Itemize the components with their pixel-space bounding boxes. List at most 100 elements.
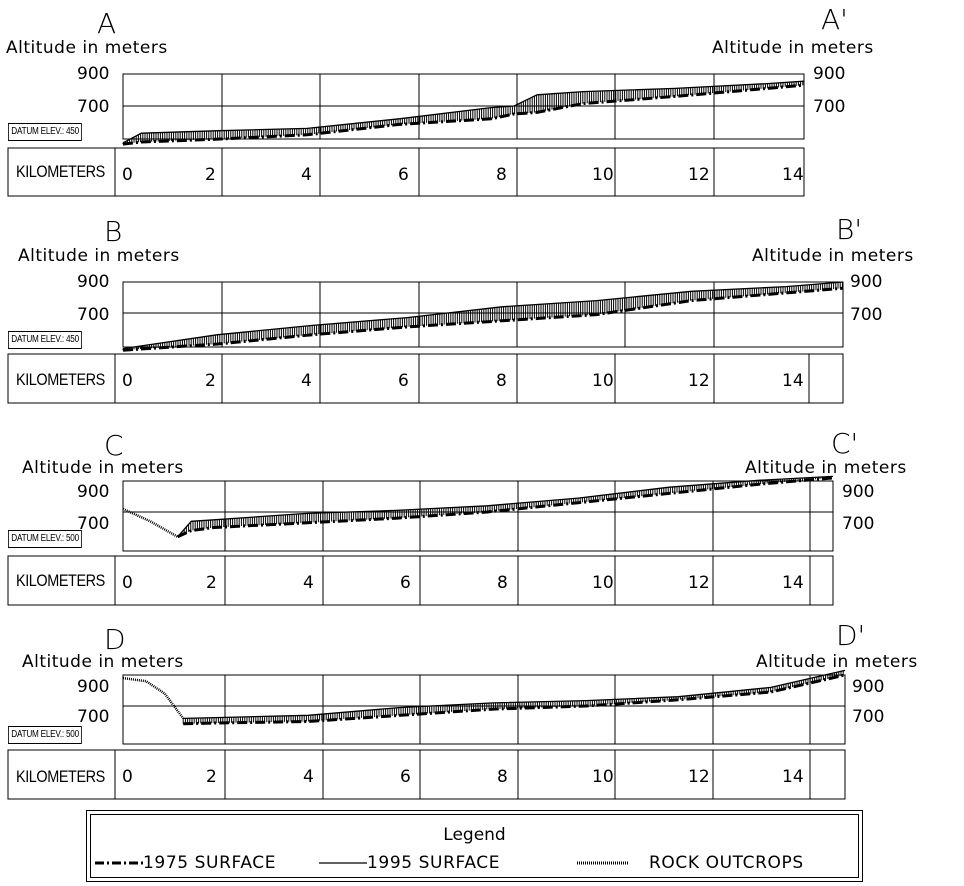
km-tick-label: 0 bbox=[122, 371, 133, 391]
km-tick-label: 14 bbox=[782, 371, 804, 391]
y-tick-right-900: 900 bbox=[842, 482, 875, 502]
km-tick-label: 4 bbox=[303, 573, 314, 593]
y-tick-right-700: 700 bbox=[813, 97, 846, 117]
profile-end-label: A' bbox=[821, 3, 848, 36]
profile-chart: 0 2 4 6 8 10 12 14 bbox=[7, 669, 846, 800]
profile-start-label: B bbox=[104, 215, 123, 248]
km-tick-label: 12 bbox=[688, 767, 710, 787]
profile-chart: 0 2 4 6 8 10 12 14 bbox=[7, 73, 805, 197]
km-tick-label: 12 bbox=[688, 573, 710, 593]
series-1995-surface bbox=[177, 475, 834, 538]
km-tick-label: 2 bbox=[206, 767, 217, 787]
y-tick-right-900: 900 bbox=[850, 272, 883, 292]
km-scale-bar bbox=[7, 749, 846, 800]
km-tick-label: 10 bbox=[592, 573, 614, 593]
legend-item-1995-surface: 1995 SURFACE bbox=[319, 851, 500, 875]
profile-start-label: A bbox=[97, 7, 117, 40]
km-tick-label: 4 bbox=[303, 767, 314, 787]
km-tick-label: 2 bbox=[206, 573, 217, 593]
legend-row: 1975 SURFACE 1995 SURFACE ROCK OUTCROPS bbox=[87, 851, 862, 875]
km-tick-label: 6 bbox=[398, 371, 409, 391]
series-rock-outcrops bbox=[122, 676, 185, 720]
legend-title: Legend bbox=[443, 825, 506, 845]
km-tick-label: 6 bbox=[400, 767, 411, 787]
left-axis-label: Altitude in meters bbox=[6, 38, 168, 58]
y-tick-right-700: 700 bbox=[852, 707, 885, 727]
profile-start-label: C bbox=[104, 429, 124, 462]
km-tick-label: 2 bbox=[205, 371, 216, 391]
y-tick-left-900: 900 bbox=[77, 272, 110, 292]
legend-item-rock-outcrops: ROCK OUTCROPS bbox=[577, 851, 804, 875]
km-axis-label: KILOMETERS bbox=[16, 370, 105, 389]
legend-label: 1995 SURFACE bbox=[367, 853, 501, 873]
km-axis-label: KILOMETERS bbox=[16, 162, 105, 181]
km-tick-label: 6 bbox=[398, 165, 409, 185]
series-1975-surface bbox=[122, 286, 844, 352]
datum-elevation-label: DATUM ELEV.: 500 bbox=[8, 530, 83, 548]
km-axis-label: KILOMETERS bbox=[16, 767, 105, 786]
left-axis-label: Altitude in meters bbox=[22, 652, 184, 672]
series-1995-surface bbox=[183, 669, 846, 720]
series-1995-surface bbox=[122, 281, 844, 350]
km-tick-label: 2 bbox=[205, 165, 216, 185]
series-1975-surface bbox=[122, 83, 805, 146]
y-tick-left-700: 700 bbox=[77, 514, 110, 534]
km-tick-label: 6 bbox=[400, 573, 411, 593]
profile-chart: 0 2 4 6 8 10 12 14 bbox=[7, 475, 834, 606]
series-1995-surface bbox=[122, 80, 805, 144]
legend-item-1975-surface: 1975 SURFACE bbox=[95, 851, 276, 875]
km-tick-label: 4 bbox=[301, 371, 312, 391]
profile-start-label: D bbox=[104, 623, 126, 656]
km-tick-label: 14 bbox=[782, 767, 804, 787]
km-scale-bar bbox=[7, 353, 844, 404]
km-tick-label: 8 bbox=[496, 371, 507, 391]
km-tick-label: 10 bbox=[592, 767, 614, 787]
y-tick-right-900: 900 bbox=[813, 64, 846, 84]
km-tick-label: 12 bbox=[688, 371, 710, 391]
y-tick-right-700: 700 bbox=[842, 514, 875, 534]
datum-elevation-label: DATUM ELEV.: 450 bbox=[8, 331, 83, 349]
km-tick-label: 10 bbox=[592, 371, 614, 391]
y-tick-left-700: 700 bbox=[77, 707, 110, 727]
datum-elevation-label: DATUM ELEV.: 450 bbox=[8, 123, 83, 141]
km-tick-label: 10 bbox=[592, 165, 614, 185]
profile-chart: 0 2 4 6 8 10 12 14 bbox=[7, 281, 844, 404]
series-1975-surface bbox=[183, 673, 846, 726]
y-tick-left-700: 700 bbox=[77, 97, 110, 117]
series-rock-outcrops bbox=[122, 507, 179, 538]
profile-end-label: B' bbox=[836, 213, 863, 246]
y-tick-left-900: 900 bbox=[77, 677, 110, 697]
right-axis-label: Altitude in meters bbox=[712, 38, 874, 58]
profile-end-label: D' bbox=[836, 619, 866, 652]
left-axis-label: Altitude in meters bbox=[18, 246, 180, 266]
legend-label: 1975 SURFACE bbox=[143, 853, 277, 873]
km-tick-label: 0 bbox=[122, 165, 133, 185]
y-tick-left-900: 900 bbox=[77, 482, 110, 502]
left-axis-label: Altitude in meters bbox=[22, 458, 184, 478]
plot-frame bbox=[122, 281, 844, 348]
solid-line-icon bbox=[319, 862, 367, 864]
plot-frame bbox=[122, 480, 834, 552]
right-axis-label: Altitude in meters bbox=[745, 458, 907, 478]
km-tick-label: 14 bbox=[782, 165, 804, 185]
km-tick-label: 8 bbox=[496, 165, 507, 185]
y-tick-left-900: 900 bbox=[77, 64, 110, 84]
y-tick-right-700: 700 bbox=[850, 305, 883, 325]
km-tick-label: 0 bbox=[122, 767, 133, 787]
km-tick-label: 12 bbox=[688, 165, 710, 185]
km-tick-label: 8 bbox=[497, 573, 508, 593]
km-tick-label: 8 bbox=[497, 767, 508, 787]
y-tick-right-900: 900 bbox=[852, 677, 885, 697]
right-axis-label: Altitude in meters bbox=[752, 246, 914, 266]
datum-elevation-label: DATUM ELEV.: 500 bbox=[8, 726, 83, 744]
y-tick-left-700: 700 bbox=[77, 305, 110, 325]
km-tick-label: 4 bbox=[301, 165, 312, 185]
legend-label: ROCK OUTCROPS bbox=[649, 853, 804, 873]
right-axis-label: Altitude in meters bbox=[756, 652, 918, 672]
km-tick-label: 0 bbox=[122, 573, 133, 593]
km-axis-label: KILOMETERS bbox=[16, 571, 105, 590]
km-tick-label: 14 bbox=[782, 573, 804, 593]
profile-end-label: C' bbox=[831, 427, 859, 460]
plot-frame bbox=[122, 674, 846, 745]
dash-dot-line-icon bbox=[95, 861, 143, 865]
